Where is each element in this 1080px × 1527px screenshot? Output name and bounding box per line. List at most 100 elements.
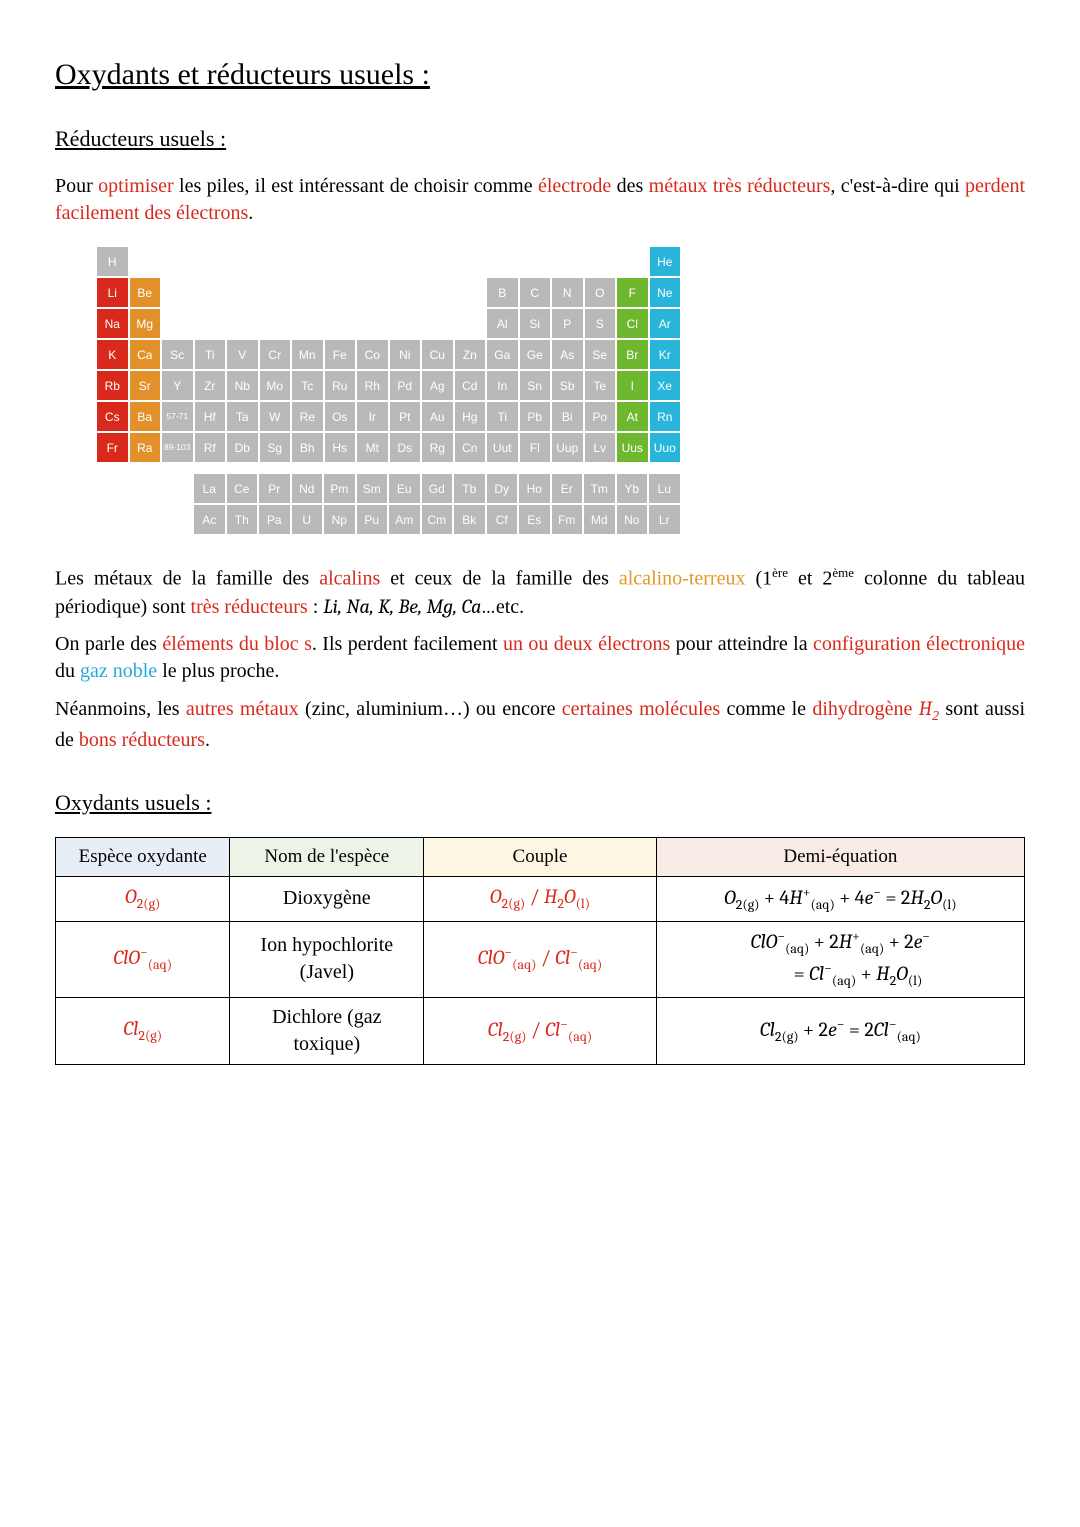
element-empty [390, 247, 421, 276]
text: : [308, 596, 324, 618]
element-57-71: 57-71 [162, 402, 193, 431]
element-Ni: Ni [390, 340, 421, 369]
couple-2: Cl2(g) / Cl−(aq) [424, 997, 657, 1064]
element-empty [617, 247, 648, 276]
element-Ne: Ne [650, 278, 681, 307]
col-header-1: Nom de l'espèce [230, 838, 424, 877]
hl-alcalino-terreux: alcalino-terreux [619, 568, 746, 590]
element-Al: Al [487, 309, 518, 338]
text: On parle des [55, 633, 162, 655]
equation-0: O2(g) + 4H+(aq) + 4e− = 2H2O(l) [656, 877, 1024, 922]
element-empty [325, 278, 356, 307]
element-Tb: Tb [454, 474, 485, 503]
element-Hf: Hf [195, 402, 226, 431]
text: . [205, 729, 210, 751]
element-empty [422, 278, 453, 307]
element-empty [357, 278, 388, 307]
element-Yb: Yb [617, 474, 648, 503]
element-Uup: Uup [552, 433, 583, 462]
element-Zn: Zn [455, 340, 486, 369]
element-Lv: Lv [585, 433, 616, 462]
element-Uuo: Uuo [650, 433, 681, 462]
text: (zinc, aluminium…) ou encore [299, 698, 562, 720]
element-No: No [617, 505, 648, 534]
element-Mt: Mt [357, 433, 388, 462]
element-N: N [552, 278, 583, 307]
element-Pt: Pt [390, 402, 421, 431]
element-Er: Er [552, 474, 583, 503]
text: comme le [720, 698, 812, 720]
col-header-3: Demi-équation [656, 838, 1024, 877]
element-Y: Y [162, 371, 193, 400]
element-Ti: Ti [195, 340, 226, 369]
element-Ga: Ga [487, 340, 518, 369]
element-Ba: Ba [130, 402, 161, 431]
section1-heading: Réducteurs usuels : [55, 124, 1025, 154]
element-La: La [194, 474, 225, 503]
element-Cl: Cl [617, 309, 648, 338]
sup: ère [772, 565, 788, 580]
element-U: U [292, 505, 323, 534]
element-list: Li, Na, K, Be, Mg, Ca… [323, 595, 496, 618]
element-Os: Os [325, 402, 356, 431]
element-Np: Np [324, 505, 355, 534]
col-header-2: Couple [424, 838, 657, 877]
text: , c'est-à-dire qui [830, 175, 965, 197]
text: . [248, 202, 253, 224]
element-empty [162, 247, 193, 276]
element-Kr: Kr [650, 340, 681, 369]
element-empty [130, 247, 161, 276]
element-Rf: Rf [195, 433, 226, 462]
element-empty [162, 309, 193, 338]
hl-bloc-s: éléments du bloc s [162, 633, 312, 655]
section2-heading: Oxydants usuels : [55, 788, 1025, 818]
element-Co: Co [357, 340, 388, 369]
element-empty [325, 309, 356, 338]
element-Ar: Ar [650, 309, 681, 338]
element-empty [390, 278, 421, 307]
element-empty [162, 278, 193, 307]
col-header-0: Espèce oxydante [56, 838, 230, 877]
hl-tres-reducteurs: très réducteurs [191, 596, 308, 618]
element-Nd: Nd [292, 474, 323, 503]
element-empty [520, 247, 551, 276]
couple-0: O2(g) / H2O(l) [424, 877, 657, 922]
element-empty [260, 309, 291, 338]
element-empty [292, 278, 323, 307]
element-empty [455, 278, 486, 307]
element-Uut: Uut [487, 433, 518, 462]
para-autres-metaux: Néanmoins, les autres métaux (zinc, alum… [55, 695, 1025, 754]
element-Ti: Ti [487, 402, 518, 431]
element-Pb: Pb [520, 402, 551, 431]
element-Po: Po [585, 402, 616, 431]
species-2: Cl2(g) [56, 997, 230, 1064]
element-He: He [650, 247, 681, 276]
element-Xe: Xe [650, 371, 681, 400]
element-Sb: Sb [552, 371, 583, 400]
element-empty [325, 247, 356, 276]
text: et 2 [788, 568, 832, 590]
element-Md: Md [584, 505, 615, 534]
element-Sn: Sn [520, 371, 551, 400]
element-empty [260, 278, 291, 307]
para-alcalins: Les métaux de la famille des alcalins et… [55, 564, 1025, 621]
element-empty [227, 309, 258, 338]
element-Pa: Pa [259, 505, 290, 534]
text: et ceux de la famille des [380, 568, 619, 590]
element-Mg: Mg [130, 309, 161, 338]
element-F: F [617, 278, 648, 307]
hl-autres-metaux: autres métaux [186, 698, 299, 720]
text: des [611, 175, 648, 197]
element-Si: Si [520, 309, 551, 338]
element-Zr: Zr [195, 371, 226, 400]
text: du [55, 660, 80, 682]
element-Ce: Ce [227, 474, 258, 503]
para-bloc-s: On parle des éléments du bloc s. Ils per… [55, 631, 1025, 685]
element-Fr: Fr [97, 433, 128, 462]
element-S: S [585, 309, 616, 338]
periodic-main: HHeLiBeBCNOFNeNaMgAlSiPSClArKCaScTiVCrMn… [95, 245, 682, 464]
element-B: B [487, 278, 518, 307]
text: Pour [55, 175, 98, 197]
element-Gd: Gd [422, 474, 453, 503]
element-empty [357, 309, 388, 338]
